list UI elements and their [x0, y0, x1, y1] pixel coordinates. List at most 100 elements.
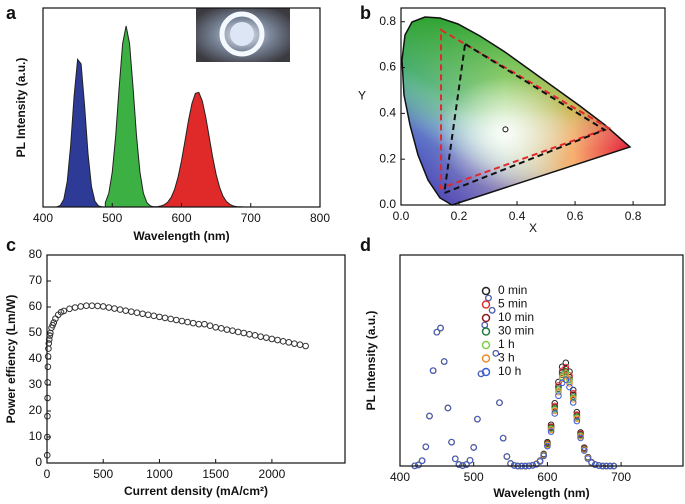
x-tick-label: 0.2 [451, 209, 468, 223]
data-point [558, 371, 566, 379]
data-point [144, 311, 152, 319]
data-point [455, 461, 463, 468]
plot-frame [399, 254, 684, 467]
x-tick-label: 500 [102, 211, 122, 225]
x-tick-label: 700 [241, 211, 261, 225]
data-point [178, 317, 186, 325]
y-axis-label: PL Intensity (a.u.) [364, 311, 378, 411]
data-point [488, 306, 496, 314]
data-point [50, 319, 58, 326]
legend-label: 3 h [498, 351, 515, 365]
data-point [444, 404, 452, 412]
data-point [470, 444, 477, 451]
inset-photo [196, 8, 290, 62]
y-tick-label: 0 [35, 455, 42, 469]
x-axis-label: Wavelength (nm) [493, 486, 589, 500]
legend-marker [481, 300, 491, 309]
data-point [433, 328, 441, 336]
data-point [167, 315, 174, 323]
data-point [477, 370, 485, 378]
data-point [262, 334, 270, 341]
x-tick-label: 0.0 [393, 209, 410, 223]
y-axis-label: Y [358, 89, 366, 103]
data-point [492, 350, 500, 357]
data-point [551, 400, 559, 407]
data-point [173, 316, 180, 324]
y-tick-label: 30 [29, 377, 43, 391]
x-tick-label: 600 [537, 470, 557, 484]
data-point [156, 313, 163, 321]
data-point [463, 461, 470, 468]
data-point [302, 342, 309, 350]
data-point [184, 318, 191, 326]
legend-label: 10 min [498, 310, 534, 324]
x-tick-label: 0 [44, 467, 51, 481]
y-tick-label: 20 [29, 403, 43, 417]
data-point [551, 407, 559, 415]
data-point [201, 320, 208, 328]
data-point [223, 326, 231, 333]
data-point [296, 341, 304, 349]
y-tick-label: 80 [29, 247, 43, 261]
data-point [562, 372, 570, 379]
y-tick-label: 0.8 [379, 14, 396, 28]
x-tick-label: 400 [33, 211, 53, 225]
y-tick-label: 0.4 [379, 106, 396, 120]
data-point [558, 375, 566, 383]
data-point [440, 358, 448, 365]
y-tick-label: 10 [29, 429, 43, 443]
panel-letter: a [6, 3, 17, 23]
data-point [577, 434, 584, 442]
legend-marker [481, 327, 491, 336]
data-point [418, 457, 426, 465]
x-axis-label: Wavelength (nm) [133, 229, 229, 243]
legend-label: 0 min [498, 283, 527, 297]
x-tick-label: 700 [611, 470, 631, 484]
x-tick-label: 1000 [146, 467, 173, 481]
legend-marker [481, 286, 491, 296]
panel-letter: d [360, 235, 371, 255]
data-point [240, 329, 248, 337]
data-point [44, 353, 52, 360]
data-point [536, 458, 544, 465]
data-point [562, 367, 570, 375]
data-point [122, 307, 130, 314]
data-point [451, 455, 459, 463]
data-point [485, 294, 492, 302]
y-tick-label: 50 [29, 325, 43, 339]
data-point [569, 399, 577, 406]
cie-locus [401, 16, 632, 206]
data-point [562, 365, 570, 373]
data-point [274, 336, 281, 344]
spectrum-area [56, 58, 106, 208]
x-tick-label: 0.8 [625, 209, 642, 223]
data-point [44, 363, 52, 371]
y-axis-label: Power effiency (Lm/W) [4, 295, 18, 424]
data-point [246, 331, 253, 338]
data-point [139, 310, 146, 318]
panel-letter: b [360, 3, 371, 23]
y-tick-label: 0.2 [379, 151, 396, 165]
data-point [268, 335, 276, 343]
data-point [562, 359, 570, 367]
spectrum-area [104, 25, 158, 208]
y-tick-label: 60 [29, 299, 43, 313]
data-point [499, 434, 507, 442]
data-point [150, 312, 158, 320]
y-tick-label: 70 [29, 273, 43, 287]
data-point [551, 410, 559, 417]
x-tick-label: 0.4 [509, 209, 526, 223]
data-point [555, 388, 562, 396]
legend-marker [481, 313, 491, 323]
data-point [206, 322, 214, 330]
data-point [529, 462, 536, 469]
data-point [422, 443, 430, 451]
x-tick-label: 800 [310, 211, 330, 225]
data-point [105, 304, 113, 311]
plot-frame [400, 7, 666, 206]
data-point [44, 379, 51, 386]
data-point [466, 457, 474, 464]
data-point [212, 323, 219, 331]
data-point [94, 302, 101, 310]
